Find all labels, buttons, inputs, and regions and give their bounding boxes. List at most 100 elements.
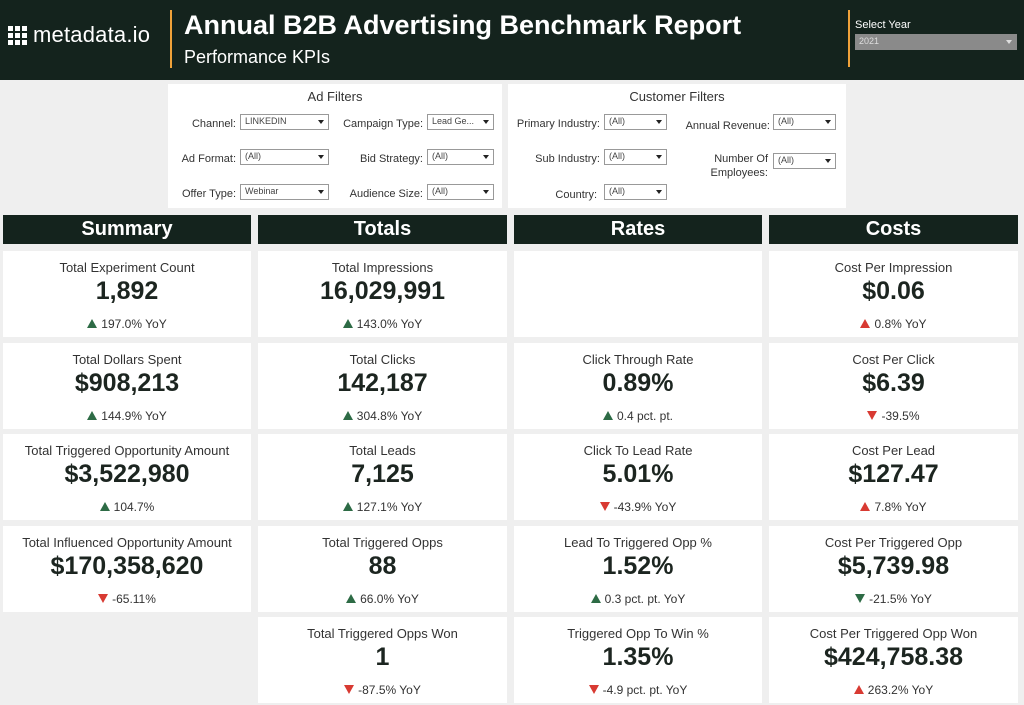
kpi-card-total-impressions: Total Impressions 16,029,991 143.0% YoY	[258, 251, 507, 337]
kpi-card-influenced-opportunity-amount: Total Influenced Opportunity Amount $170…	[3, 526, 251, 612]
annual-revenue-select-value: (All)	[778, 116, 794, 126]
ad-format-select-value: (All)	[245, 151, 261, 161]
kpi-delta-text: 7.8% YoY	[874, 500, 927, 514]
page-subtitle: Performance KPIs	[184, 47, 331, 67]
kpi-delta: 144.9% YoY	[3, 409, 251, 423]
kpi-delta: 263.2% YoY	[769, 683, 1018, 697]
offer-type-select[interactable]: Webinar	[240, 184, 329, 200]
totals-column-header: Totals	[258, 215, 507, 244]
year-select[interactable]: 2021	[855, 34, 1017, 50]
kpi-label: Cost Per Impression	[834, 260, 953, 275]
annual-revenue-select[interactable]: (All)	[773, 114, 836, 130]
kpi-label: Click Through Rate	[582, 352, 694, 367]
kpi-delta-text: -87.5% YoY	[358, 683, 421, 697]
offer-type-select-value: Webinar	[245, 186, 279, 196]
employees-select-value: (All)	[778, 155, 794, 165]
chevron-down-icon	[483, 155, 489, 159]
sub-industry-select[interactable]: (All)	[604, 149, 667, 165]
kpi-card-triggered-opportunity-amount: Total Triggered Opportunity Amount $3,52…	[3, 434, 251, 520]
employees-label-line-2: Employees:	[710, 167, 768, 179]
logo: metadata.io	[8, 22, 150, 48]
kpi-card-triggered-opp-to-win: Triggered Opp To Win % 1.35% -4.9 pct. p…	[514, 617, 762, 703]
kpi-label: Total Experiment Count	[59, 260, 195, 275]
kpi-delta-text: 127.1% YoY	[356, 500, 423, 514]
kpi-delta-text: 143.0% YoY	[356, 317, 423, 331]
country-label: Country:	[555, 189, 597, 201]
bid-strategy-select[interactable]: (All)	[427, 149, 494, 165]
kpi-value: $424,758.38	[823, 643, 964, 671]
kpi-card-total-triggered-opps-won: Total Triggered Opps Won 1 -87.5% YoY	[258, 617, 507, 703]
kpi-label: Total Triggered Opps Won	[307, 626, 458, 641]
kpi-delta-text: 66.0% YoY	[360, 592, 419, 606]
kpi-delta-text: 0.3 pct. pt. YoY	[604, 592, 686, 606]
kpi-card-total-clicks: Total Clicks 142,187 304.8% YoY	[258, 343, 507, 429]
kpi-delta-text: 104.7%	[113, 500, 155, 514]
chevron-down-icon	[483, 190, 489, 194]
kpi-value: $170,358,620	[50, 552, 204, 580]
kpi-label: Lead To Triggered Opp %	[564, 535, 712, 550]
employees-select[interactable]: (All)	[773, 153, 836, 169]
annual-revenue-label: Annual Revenue:	[685, 120, 770, 132]
kpi-label: Cost Per Triggered Opp	[824, 535, 963, 550]
kpi-value: 1.35%	[602, 643, 674, 671]
audience-size-label: Audience Size:	[349, 188, 423, 200]
kpi-value: 88	[368, 552, 397, 580]
kpi-delta: -65.11%	[3, 592, 251, 606]
sub-industry-label: Sub Industry:	[535, 153, 600, 165]
kpi-label: Triggered Opp To Win %	[567, 626, 709, 641]
ad-format-select[interactable]: (All)	[240, 149, 329, 165]
trend-arrow-icon	[87, 319, 98, 328]
channel-select[interactable]: LINKEDIN	[240, 114, 329, 130]
bid-strategy-label: Bid Strategy:	[360, 153, 423, 165]
chevron-down-icon	[318, 120, 324, 124]
channel-label: Channel:	[191, 118, 236, 130]
trend-arrow-icon	[860, 502, 871, 511]
customer-filters-panel: Customer Filters Primary Industry: (All)…	[508, 84, 846, 208]
kpi-label: Cost Per Triggered Opp Won	[809, 626, 978, 641]
kpi-delta: 104.7%	[3, 500, 251, 514]
kpi-delta: 7.8% YoY	[769, 500, 1018, 514]
kpi-delta: 0.8% YoY	[769, 317, 1018, 331]
chevron-down-icon	[483, 120, 489, 124]
kpi-label: Cost Per Lead	[851, 443, 936, 458]
kpi-delta: 0.4 pct. pt.	[514, 409, 762, 423]
chevron-down-icon	[656, 190, 662, 194]
kpi-label: Total Impressions	[331, 260, 434, 275]
chevron-down-icon	[825, 159, 831, 163]
trend-arrow-icon	[342, 319, 353, 328]
trend-arrow-icon	[342, 411, 353, 420]
primary-industry-label: Primary Industry:	[516, 118, 600, 130]
trend-arrow-icon	[87, 411, 98, 420]
kpi-card-click-through-rate: Click Through Rate 0.89% 0.4 pct. pt.	[514, 343, 762, 429]
trend-arrow-icon	[853, 685, 864, 694]
trend-arrow-icon	[344, 685, 355, 694]
country-select[interactable]: (All)	[604, 184, 667, 200]
chevron-down-icon	[825, 120, 831, 124]
kpi-card-dollars-spent: Total Dollars Spent $908,213 144.9% YoY	[3, 343, 251, 429]
kpi-label: Click To Lead Rate	[583, 443, 693, 458]
trend-arrow-icon	[867, 411, 878, 420]
page-title: Annual B2B Advertising Benchmark Report	[184, 10, 742, 40]
kpi-delta: -4.9 pct. pt. YoY	[514, 683, 762, 697]
kpi-delta-text: 263.2% YoY	[867, 683, 934, 697]
primary-industry-select[interactable]: (All)	[604, 114, 667, 130]
trend-arrow-icon	[588, 685, 599, 694]
chevron-down-icon	[1006, 40, 1012, 44]
campaign-type-select-value: Lead Ge...	[432, 116, 475, 126]
audience-size-select[interactable]: (All)	[427, 184, 494, 200]
kpi-label: Cost Per Click	[852, 352, 935, 367]
kpi-value: $908,213	[74, 369, 180, 397]
employees-label-line-1: Number Of	[714, 153, 768, 165]
campaign-type-label: Campaign Type:	[343, 118, 423, 130]
employees-label: Number Of Employees:	[673, 152, 768, 180]
kpi-delta-text: 197.0% YoY	[101, 317, 167, 331]
kpi-delta-text: -65.11%	[112, 592, 156, 606]
kpi-value: 1.52%	[602, 552, 674, 580]
grid-logo-icon	[8, 25, 27, 45]
campaign-type-select[interactable]: Lead Ge...	[427, 114, 494, 130]
chevron-down-icon	[318, 190, 324, 194]
kpi-delta: 66.0% YoY	[258, 592, 507, 606]
summary-column-header: Summary	[3, 215, 251, 244]
kpi-value: 5.01%	[602, 460, 674, 488]
trend-arrow-icon	[860, 319, 871, 328]
